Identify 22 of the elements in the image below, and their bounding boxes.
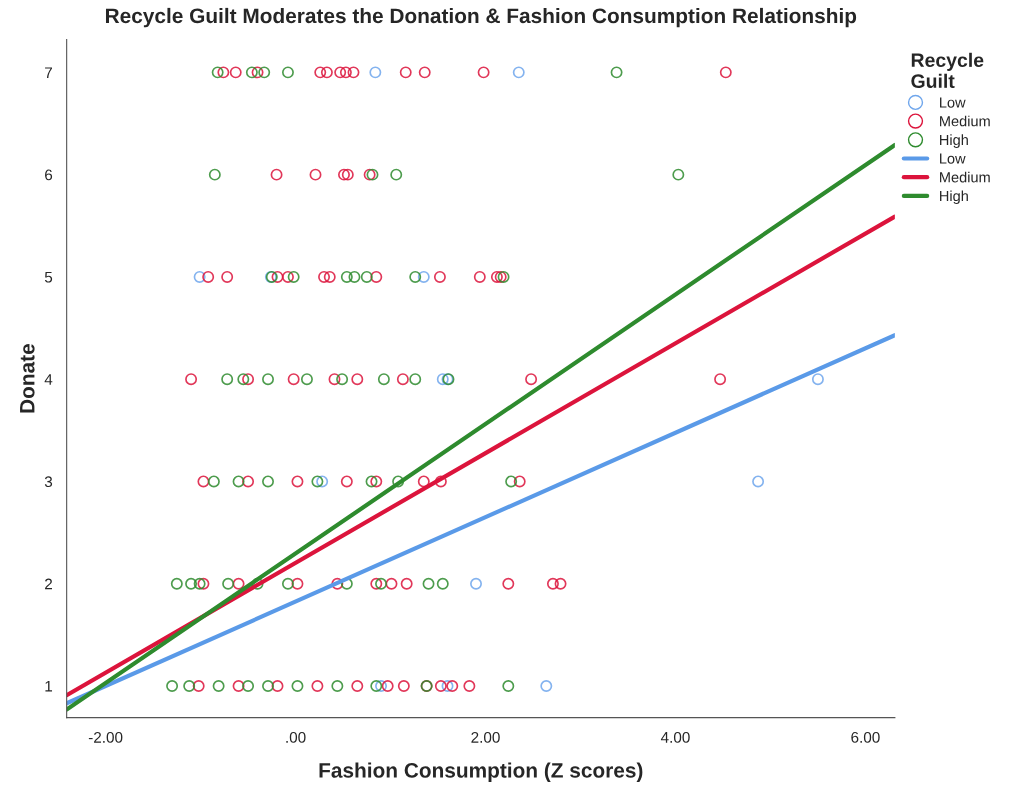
y-tick-label: 4 xyxy=(44,374,53,385)
y-tick-label: 7 xyxy=(45,67,52,78)
y-tick-label: 3 xyxy=(44,476,53,488)
x-tick-label: .00 xyxy=(286,731,306,743)
legend-label: High xyxy=(940,134,968,148)
legend-label: Medium xyxy=(940,171,990,183)
y-tick-label: 2 xyxy=(45,578,52,590)
y-tick-label: 1 xyxy=(45,680,53,692)
legend-label: Low xyxy=(940,97,966,108)
x-axis-title: Fashion Consumption (Z scores) xyxy=(319,762,643,782)
x-tick-label: 6.00 xyxy=(851,731,880,743)
y-tick-label: 5 xyxy=(44,271,53,283)
legend-title: Recycle Guilt xyxy=(911,52,984,88)
chart-title: Recycle Guilt Moderates the Donation & Fashion Consumption Relationship xyxy=(105,7,857,28)
y-axis-title: Donate xyxy=(20,344,35,413)
legend-label: Medium xyxy=(940,115,990,127)
x-tick-label: 4.00 xyxy=(660,731,690,743)
y-tick-label: 6 xyxy=(45,169,53,181)
legend-label: Low xyxy=(940,153,966,164)
x-tick-label: 2.00 xyxy=(471,731,500,743)
legend-label: High xyxy=(940,190,968,205)
x-tick-label: -2.00 xyxy=(88,731,123,743)
